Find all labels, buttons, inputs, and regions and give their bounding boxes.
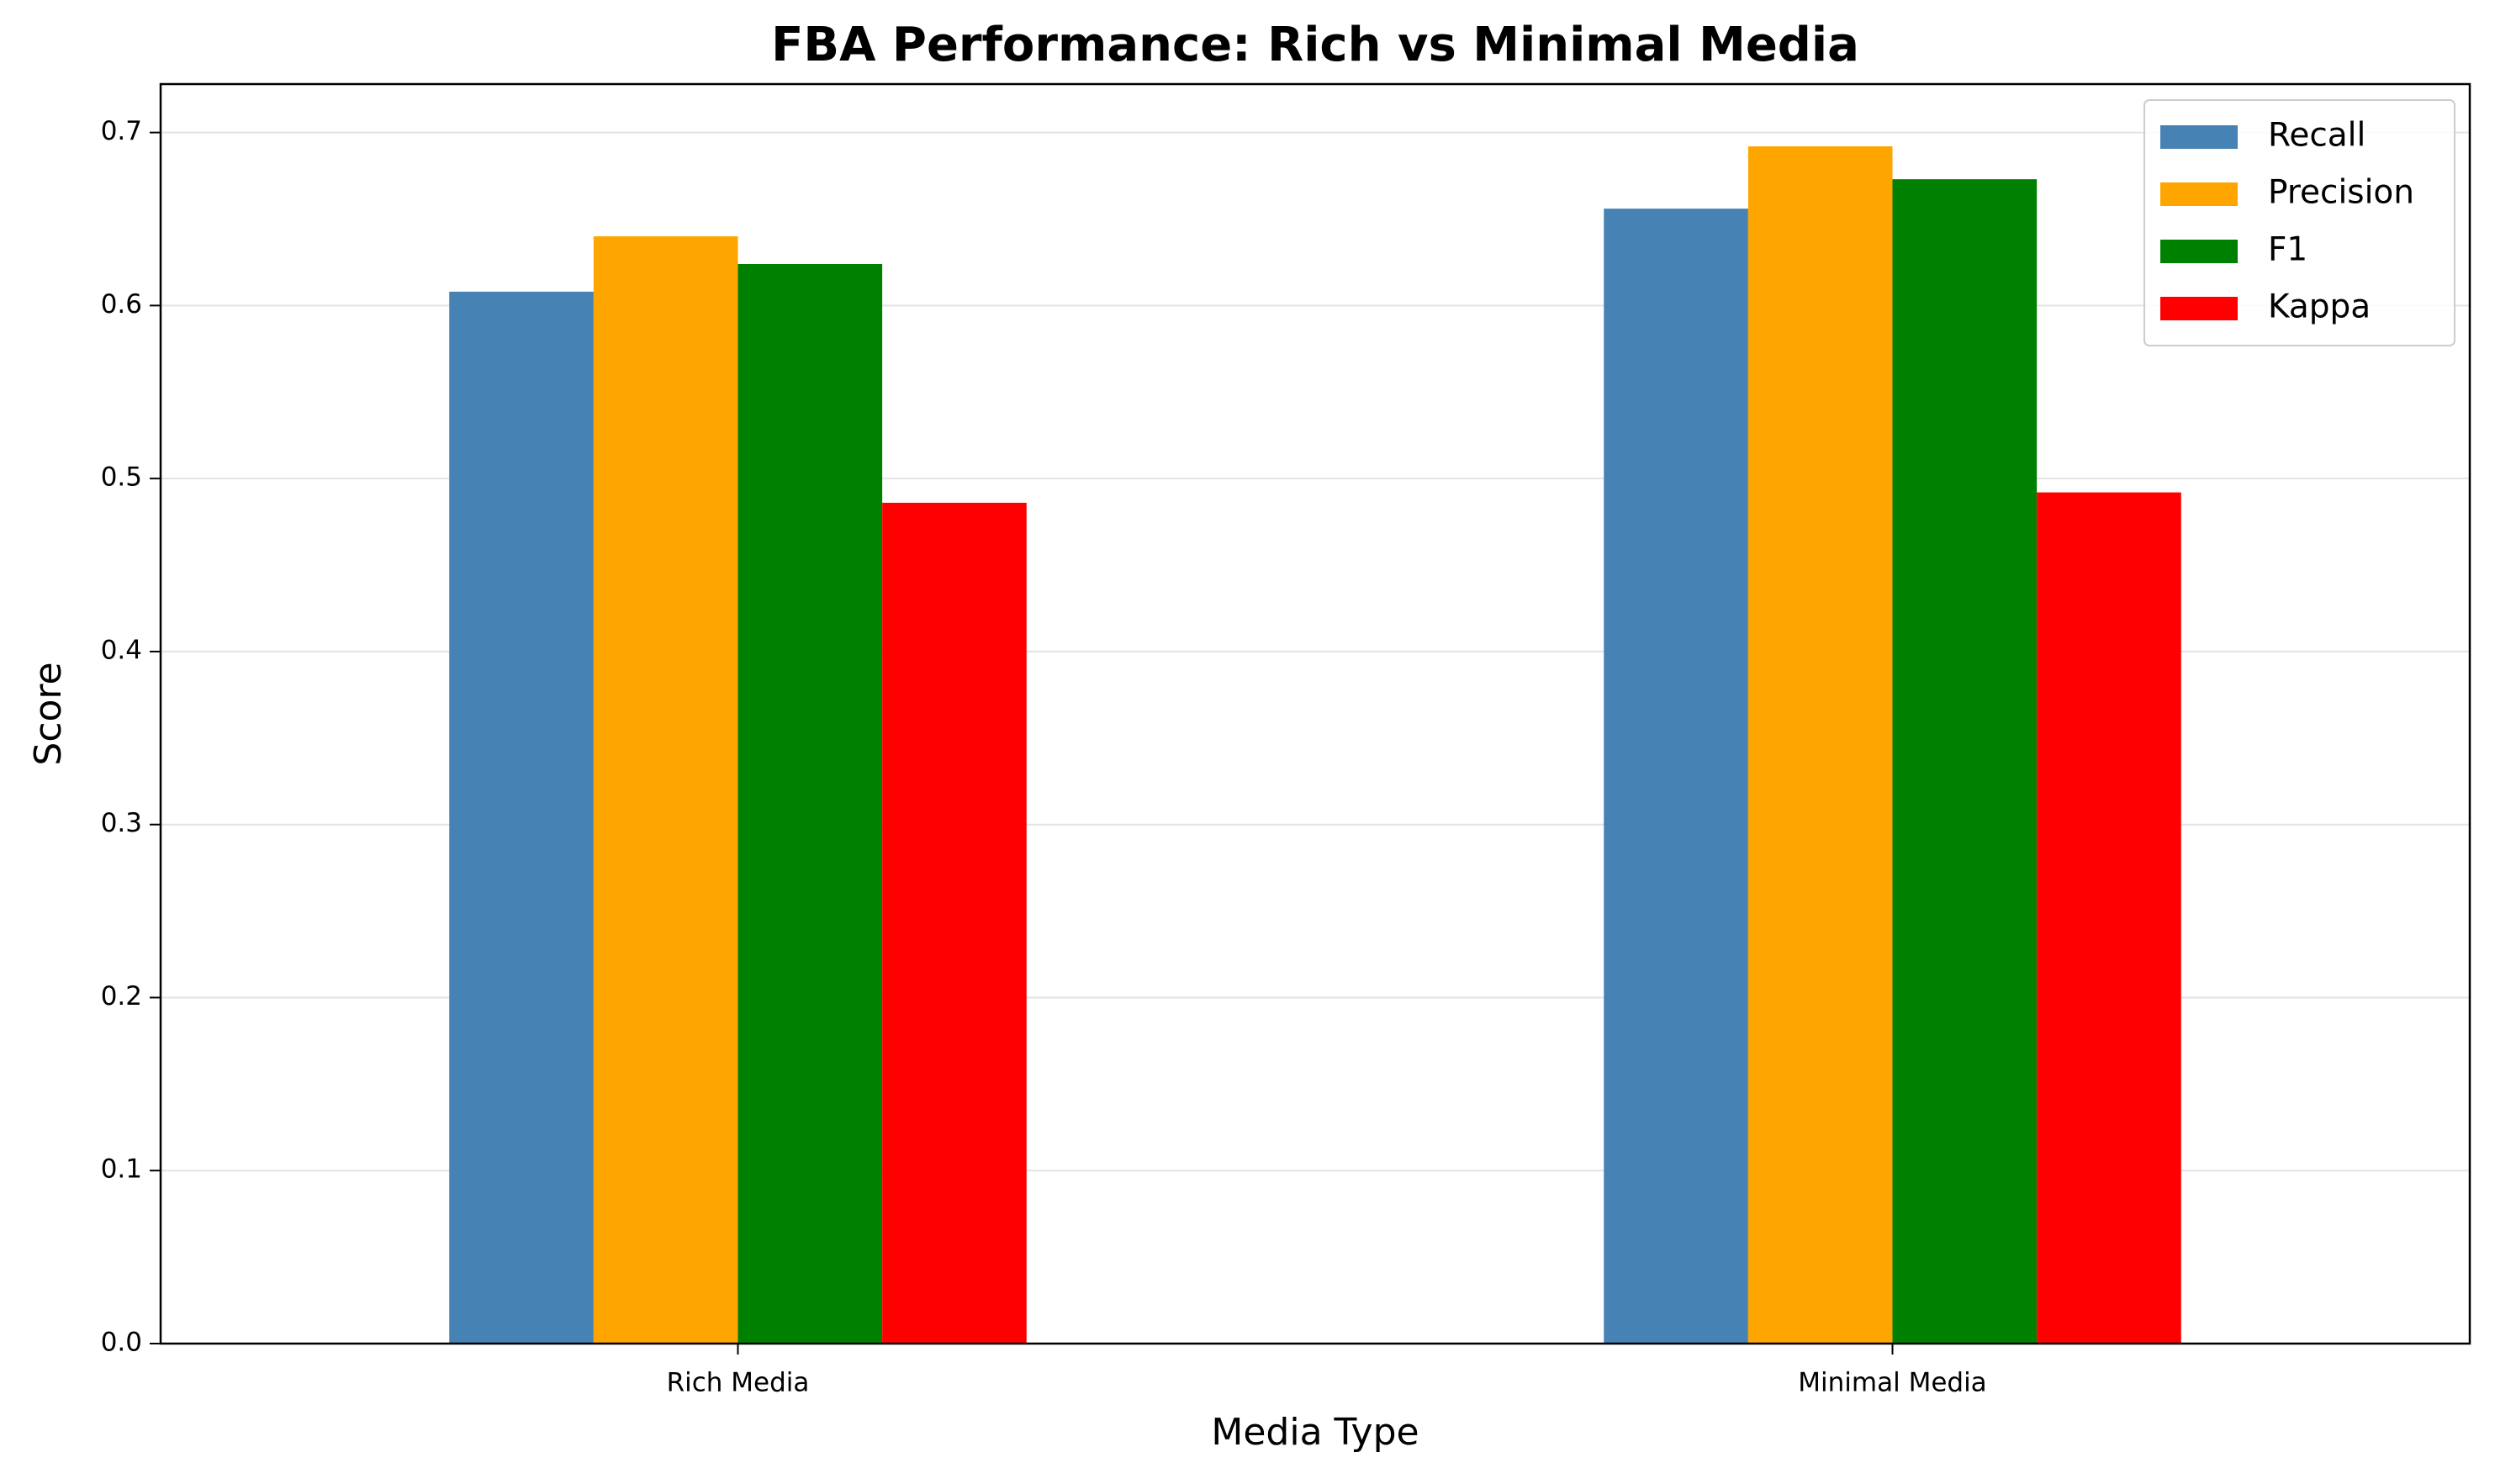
y-axis-label: Score — [27, 662, 70, 765]
legend-box — [2143, 99, 2455, 346]
bar — [1892, 179, 2038, 1344]
y-tick-label: 0.2 — [101, 981, 142, 1011]
legend-label: Kappa — [2268, 288, 2371, 326]
bar — [2037, 492, 2181, 1344]
x-tick-label: Minimal Media — [1798, 1368, 1986, 1398]
y-tick-label: 0.1 — [101, 1154, 142, 1185]
axes-frame — [159, 82, 2471, 1345]
y-tick-label: 0.4 — [101, 635, 142, 665]
bar — [1604, 209, 1748, 1344]
legend-swatch — [2160, 240, 2238, 263]
legend-swatch — [2160, 125, 2238, 149]
y-tick-label: 0.0 — [101, 1328, 142, 1358]
bar — [737, 264, 883, 1344]
bar — [593, 236, 738, 1344]
bar — [882, 502, 1027, 1344]
y-tick-label: 0.3 — [101, 808, 142, 838]
y-tick-label: 0.6 — [101, 289, 142, 320]
bar — [1747, 146, 1893, 1344]
legend-label: Precision — [2268, 174, 2414, 212]
y-tick-label: 0.5 — [101, 462, 142, 493]
legend-label: F1 — [2268, 231, 2307, 269]
legend-label: Recall — [2268, 117, 2365, 155]
y-tick-label: 0.7 — [101, 116, 142, 146]
chart-title: FBA Performance: Rich vs Minimal Media — [771, 18, 1859, 72]
legend-swatch — [2160, 297, 2238, 320]
x-axis-label: Media Type — [1211, 1411, 1419, 1454]
bar — [449, 291, 594, 1344]
legend-swatch — [2160, 182, 2238, 206]
x-tick-label: Rich Media — [667, 1368, 810, 1398]
